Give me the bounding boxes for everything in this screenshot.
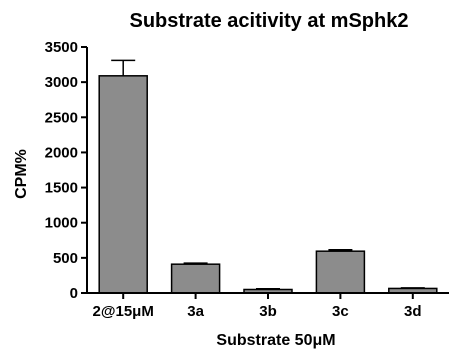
bar-3c bbox=[315, 250, 366, 294]
chart-title: Substrate acitivity at mSphk2 bbox=[130, 10, 409, 32]
x-tick-label: 3a bbox=[187, 303, 204, 320]
x-axis-label: Substrate 50μM bbox=[216, 332, 335, 349]
x-tick-label: 3c bbox=[332, 303, 349, 320]
x-tick-label: 3d bbox=[404, 303, 422, 320]
error-bar-group bbox=[111, 59, 425, 290]
y-tick-label: 3500 bbox=[45, 39, 78, 56]
bar-3a bbox=[170, 263, 221, 294]
y-axis-ticks: 0 500 1000 1500 2000 2500 3000 3500 bbox=[45, 39, 87, 302]
bar-2@15μM bbox=[98, 75, 148, 294]
x-tick-label: 2@15μM bbox=[93, 303, 154, 320]
y-tick-label: 500 bbox=[53, 250, 78, 267]
y-tick-label: 1000 bbox=[45, 215, 78, 232]
y-tick-label: 2500 bbox=[45, 109, 78, 126]
y-tick-label: 3000 bbox=[45, 74, 78, 91]
y-tick-label: 0 bbox=[70, 285, 78, 302]
x-axis-ticks: 2@15μM 3a 3b 3c 3d bbox=[93, 293, 422, 320]
y-axis-label: CPM% bbox=[13, 149, 30, 199]
y-tick-label: 1500 bbox=[45, 180, 78, 197]
bar-group bbox=[98, 75, 438, 294]
x-tick-label: 3b bbox=[259, 303, 277, 320]
y-tick-label: 2000 bbox=[45, 144, 78, 161]
